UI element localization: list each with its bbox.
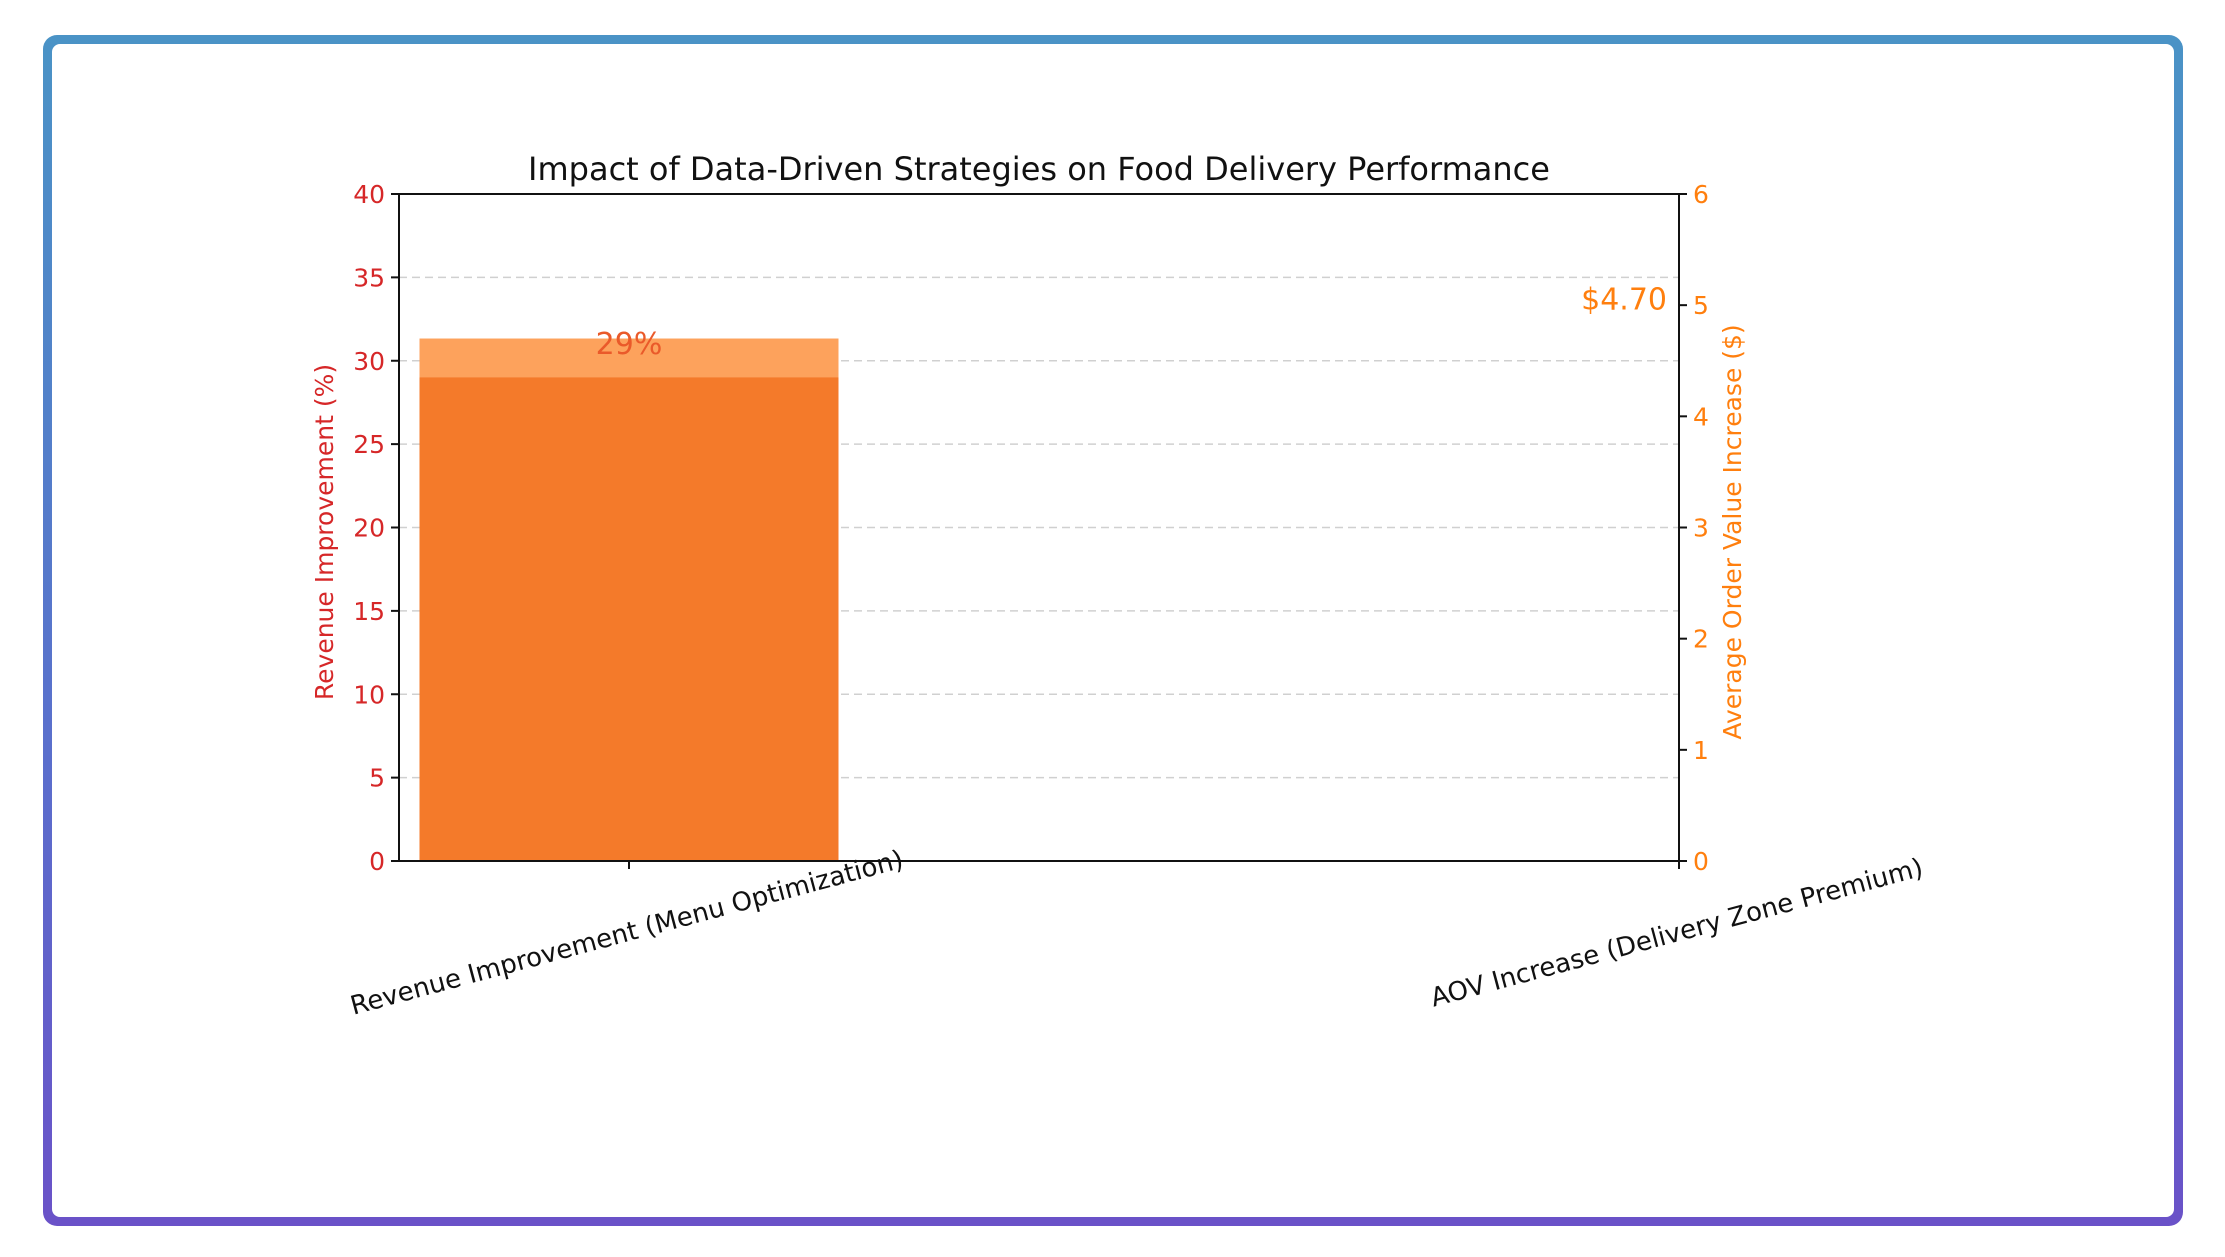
y-axis-label-left: Revenue Improvement (%) [310,364,339,700]
y-tick-label-right: 5 [1693,291,1709,320]
y-tick-label-left: 25 [353,430,385,459]
y-tick-label-left: 15 [353,597,385,626]
y-tick-label-right: 1 [1693,736,1709,765]
y-tick-label-left: 40 [353,180,385,209]
bar-value-label: 29% [596,327,663,362]
y-tick-label-right: 0 [1693,847,1709,876]
chart-title: Impact of Data-Driven Strategies on Food… [528,150,1550,188]
y-tick-label-right: 6 [1693,180,1709,209]
y-tick-label-left: 10 [353,680,385,709]
bar-left-axis [419,377,839,861]
bar-value-label: $4.70 [1581,283,1667,318]
y-tick-label-right: 2 [1693,625,1709,654]
y-tick-label-right: 4 [1693,402,1709,431]
x-tick-label: AOV Increase (Delivery Zone Premium) [1428,853,1927,1014]
y-tick-label-left: 30 [353,347,385,376]
y-tick-label-left: 5 [369,764,385,793]
y-axis-label-right: Average Order Value Increase ($) [1718,324,1747,739]
x-tick-label: Revenue Improvement (Menu Optimization) [347,845,906,1022]
y-tick-label-left: 20 [353,514,385,543]
window-frame [43,35,2183,1226]
y-tick-label-left: 35 [353,263,385,292]
y-tick-label-left: 0 [369,847,385,876]
y-tick-label-right: 3 [1693,514,1709,543]
chart-panel [52,44,2174,1217]
